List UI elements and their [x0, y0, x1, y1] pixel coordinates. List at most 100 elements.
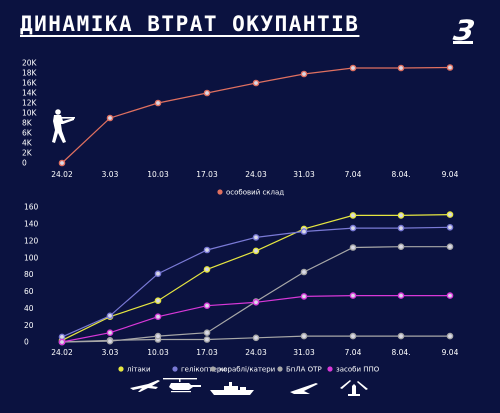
data-point	[397, 64, 405, 72]
data-point	[397, 243, 405, 250]
data-point	[203, 336, 211, 343]
series-line	[61, 246, 450, 343]
data-point	[252, 334, 260, 342]
y-tick-label: 14K	[22, 89, 38, 98]
data-point	[397, 224, 405, 232]
plane-icon	[130, 380, 160, 392]
legend-marker	[277, 366, 283, 372]
y-tick-label: 20	[24, 321, 34, 330]
data-point	[106, 337, 114, 345]
data-point	[203, 246, 211, 254]
data-point	[252, 79, 260, 87]
y-tick-label: 18K	[22, 69, 38, 78]
legend-label: літаки	[127, 366, 151, 374]
x-tick-label: 9.04	[442, 348, 459, 357]
y-tick-label: 16K	[22, 79, 38, 88]
y-tick-label: 8K	[22, 119, 33, 128]
data-point	[300, 228, 308, 235]
legend-label: засоби ППО	[336, 366, 380, 374]
x-tick-label: 8.04.	[391, 170, 410, 179]
x-tick-label: 24.03	[245, 170, 267, 179]
y-tick-label: 12K	[22, 99, 38, 108]
logo-underline	[453, 41, 473, 44]
equipment-chart: 0 20 40 60 80 100 120 140 160 24.02 3.03 10.03 17.03…	[24, 203, 459, 374]
y-tick-label: 0	[24, 338, 29, 347]
data-point	[397, 212, 405, 219]
data-point	[252, 298, 260, 306]
y-tick-label: 40	[24, 304, 34, 313]
x-tick-label: 24.02	[51, 348, 73, 357]
data-point	[58, 159, 66, 167]
x-tick-label: 31.03	[293, 348, 315, 357]
data-point	[446, 211, 454, 218]
x-tick-label: 8.04.	[391, 348, 410, 357]
y-tick-label: 20K	[22, 59, 38, 68]
x-tick-label: 17.03	[196, 170, 218, 179]
data-point	[106, 312, 114, 320]
legend-marker	[217, 189, 223, 195]
data-point	[203, 266, 211, 273]
soldier-icon	[52, 109, 75, 143]
data-point	[397, 292, 405, 299]
x-tick-label: 10.03	[147, 348, 169, 357]
data-point	[203, 89, 211, 97]
data-point	[397, 332, 405, 340]
data-point	[252, 247, 260, 255]
y-tick-label: 0	[22, 159, 27, 168]
data-point	[154, 270, 162, 278]
legend-marker	[327, 366, 333, 372]
x-tick-label: 24.02	[51, 170, 73, 179]
helicopter-icon	[163, 378, 201, 393]
series-line	[61, 214, 451, 341]
legend-marker	[172, 366, 178, 372]
y-tick-label: 100	[24, 253, 39, 262]
y-tick-label: 10K	[22, 109, 38, 118]
x-tick-label: 3.03	[102, 348, 119, 357]
x-tick-label: 31.03	[293, 170, 315, 179]
data-point	[300, 70, 308, 78]
legend-label: особовий склад	[226, 189, 284, 197]
y-tick-label: 160	[24, 203, 39, 212]
data-point	[154, 332, 162, 340]
data-point	[349, 64, 357, 72]
data-point	[349, 332, 357, 340]
data-point	[349, 224, 357, 232]
y-tick-label: 4K	[22, 139, 33, 148]
legend-label: кораблі/катери	[219, 366, 275, 374]
data-point	[446, 243, 454, 250]
data-point	[446, 64, 454, 71]
y-tick-label: 120	[24, 236, 39, 245]
data-point	[446, 332, 454, 340]
data-point	[300, 332, 308, 340]
drone-icon	[290, 383, 318, 394]
data-point	[300, 293, 308, 300]
data-point	[154, 313, 162, 321]
data-point	[106, 114, 114, 122]
x-tick-label: 24.03	[245, 348, 267, 357]
x-tick-label: 3.03	[102, 170, 119, 179]
data-point	[203, 329, 211, 337]
legend-marker	[210, 366, 216, 372]
data-point	[58, 338, 66, 346]
data-point	[252, 234, 260, 241]
series-line	[61, 226, 451, 338]
y-tick-label: 60	[24, 287, 34, 296]
data-point	[154, 99, 162, 107]
x-tick-label: 7.04	[345, 348, 362, 357]
y-tick-label: 80	[24, 270, 34, 279]
y-tick-label: 6K	[22, 129, 33, 138]
data-point	[446, 223, 454, 231]
data-point	[349, 244, 357, 251]
legend-marker	[118, 366, 124, 372]
page-title: ДИНАМІКА ВТРАТ ОКУПАНТІВ	[20, 12, 360, 36]
missile-icon	[340, 380, 368, 396]
x-tick-label: 7.04	[345, 170, 362, 179]
x-tick-label: 9.04	[442, 170, 459, 179]
data-point	[106, 329, 114, 337]
data-point	[446, 292, 454, 299]
legend-label: БпЛА ОТР	[286, 366, 322, 374]
data-point	[349, 212, 357, 219]
x-tick-label: 17.03	[196, 348, 218, 357]
